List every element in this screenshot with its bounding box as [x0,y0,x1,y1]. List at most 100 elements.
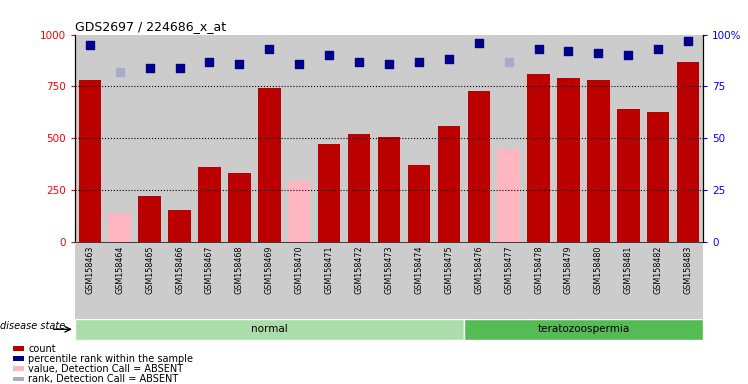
Bar [434,242,464,319]
Bar [348,134,370,242]
Point [84,42,96,48]
Bar [254,35,284,242]
Point [114,69,126,75]
Point [533,46,545,52]
Text: GSM158475: GSM158475 [444,246,453,295]
Text: GSM158469: GSM158469 [265,246,274,294]
Bar [374,242,404,319]
Text: GSM158473: GSM158473 [384,246,393,294]
Bar [194,35,224,242]
Point [413,58,425,65]
Text: GSM158466: GSM158466 [175,246,184,294]
Bar [587,80,610,242]
Bar [165,35,194,242]
Text: normal: normal [251,324,288,334]
Bar [13,377,24,381]
Bar [494,242,524,319]
Text: rank, Detection Call = ABSENT: rank, Detection Call = ABSENT [28,374,179,384]
Text: GSM158479: GSM158479 [564,246,573,295]
Bar [198,167,221,242]
Bar [554,242,583,319]
Bar [408,165,430,242]
Bar [613,242,643,319]
Bar [434,35,464,242]
Bar [194,242,224,319]
Bar [524,242,554,319]
Bar [464,242,494,319]
Bar [105,35,135,242]
Bar [284,242,314,319]
Point [652,46,664,52]
Bar [524,35,554,242]
Bar [75,35,105,242]
Bar [13,356,24,361]
Point [353,58,365,65]
Bar [254,242,284,319]
Point [144,65,156,71]
Bar [138,196,161,242]
Text: GSM158476: GSM158476 [474,246,483,294]
Text: GDS2697 / 224686_x_at: GDS2697 / 224686_x_at [75,20,226,33]
Bar [494,35,524,242]
Text: GSM158482: GSM158482 [654,246,663,294]
Bar [318,144,340,242]
Bar [464,35,494,242]
Bar [135,242,165,319]
Bar [314,35,344,242]
Bar [284,35,314,242]
Point [203,58,215,65]
Bar [135,35,165,242]
Bar [673,242,703,319]
Bar [673,35,703,242]
Point [323,52,335,58]
Bar [438,126,460,242]
Bar [464,319,703,340]
Bar [13,346,24,351]
Bar [79,80,101,242]
Bar [344,242,374,319]
Point [473,40,485,46]
Text: GSM158483: GSM158483 [684,246,693,294]
Point [443,56,455,63]
Text: GSM158472: GSM158472 [355,246,364,295]
Bar [527,74,550,242]
Bar [583,242,613,319]
Text: GSM158463: GSM158463 [85,246,94,294]
Bar [344,35,374,242]
Point [383,61,395,67]
Bar [75,242,105,319]
Bar [13,366,24,371]
Bar [314,242,344,319]
Bar [647,113,669,242]
Point [622,52,634,58]
Point [263,46,275,52]
Bar [557,78,580,242]
Text: GSM158470: GSM158470 [295,246,304,294]
Point [233,61,245,67]
Bar [258,88,280,242]
Bar [404,35,434,242]
Point [174,65,186,71]
Point [682,38,694,44]
Text: GSM158474: GSM158474 [414,246,423,294]
Text: GSM158480: GSM158480 [594,246,603,294]
Point [592,50,604,56]
Bar [105,242,135,319]
Text: GSM158478: GSM158478 [534,246,543,294]
Bar [468,91,490,242]
Bar [165,242,194,319]
Point [503,58,515,65]
Text: GSM158477: GSM158477 [504,246,513,295]
Bar [224,35,254,242]
Text: GSM158465: GSM158465 [145,246,154,294]
Text: GSM158468: GSM158468 [235,246,244,294]
Bar [404,242,434,319]
Bar [224,242,254,319]
Bar [617,109,640,242]
Bar [108,213,131,242]
Text: percentile rank within the sample: percentile rank within the sample [28,354,194,364]
Bar [288,181,310,242]
Text: GSM158467: GSM158467 [205,246,214,294]
Point [562,48,574,54]
Bar [374,35,404,242]
